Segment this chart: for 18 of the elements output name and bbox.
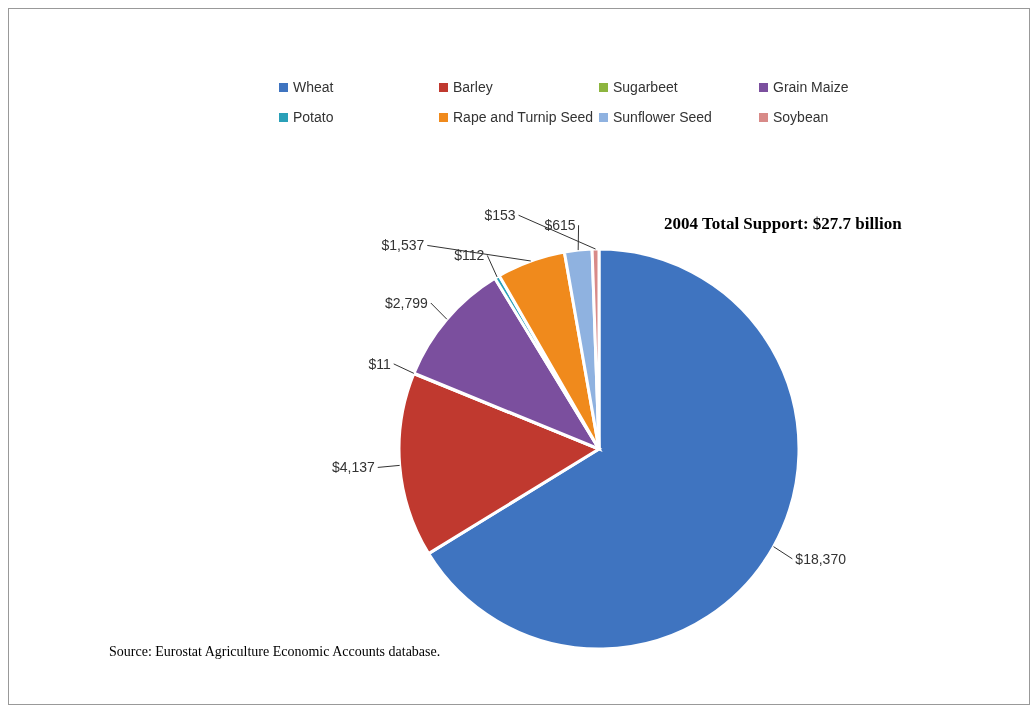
data-label: $112 [454,247,485,264]
legend-label: Soybean [773,109,829,125]
legend-label: Wheat [293,79,334,95]
legend-label: Sugarbeet [613,79,678,95]
data-label: $1,537 [381,237,425,254]
data-label: $4,137 [331,459,375,476]
legend-label: Grain Maize [773,79,849,95]
legend-label: Barley [453,79,493,95]
legend-label: Sunflower Seed [613,109,712,125]
data-label: $2,799 [384,294,429,311]
legend-label: Potato [293,109,334,125]
source-note: Source: Eurostat Agriculture Economic Accounts database. [109,644,441,660]
data-label: $11 [368,355,391,372]
data-label: $18,370 [795,550,847,567]
data-label: $615 [544,217,576,234]
legend-label: Rape and Turnip Seed [453,109,594,125]
text: 2004 Total Support: $27.7 billion [664,214,902,234]
data-label: $153 [484,207,516,224]
